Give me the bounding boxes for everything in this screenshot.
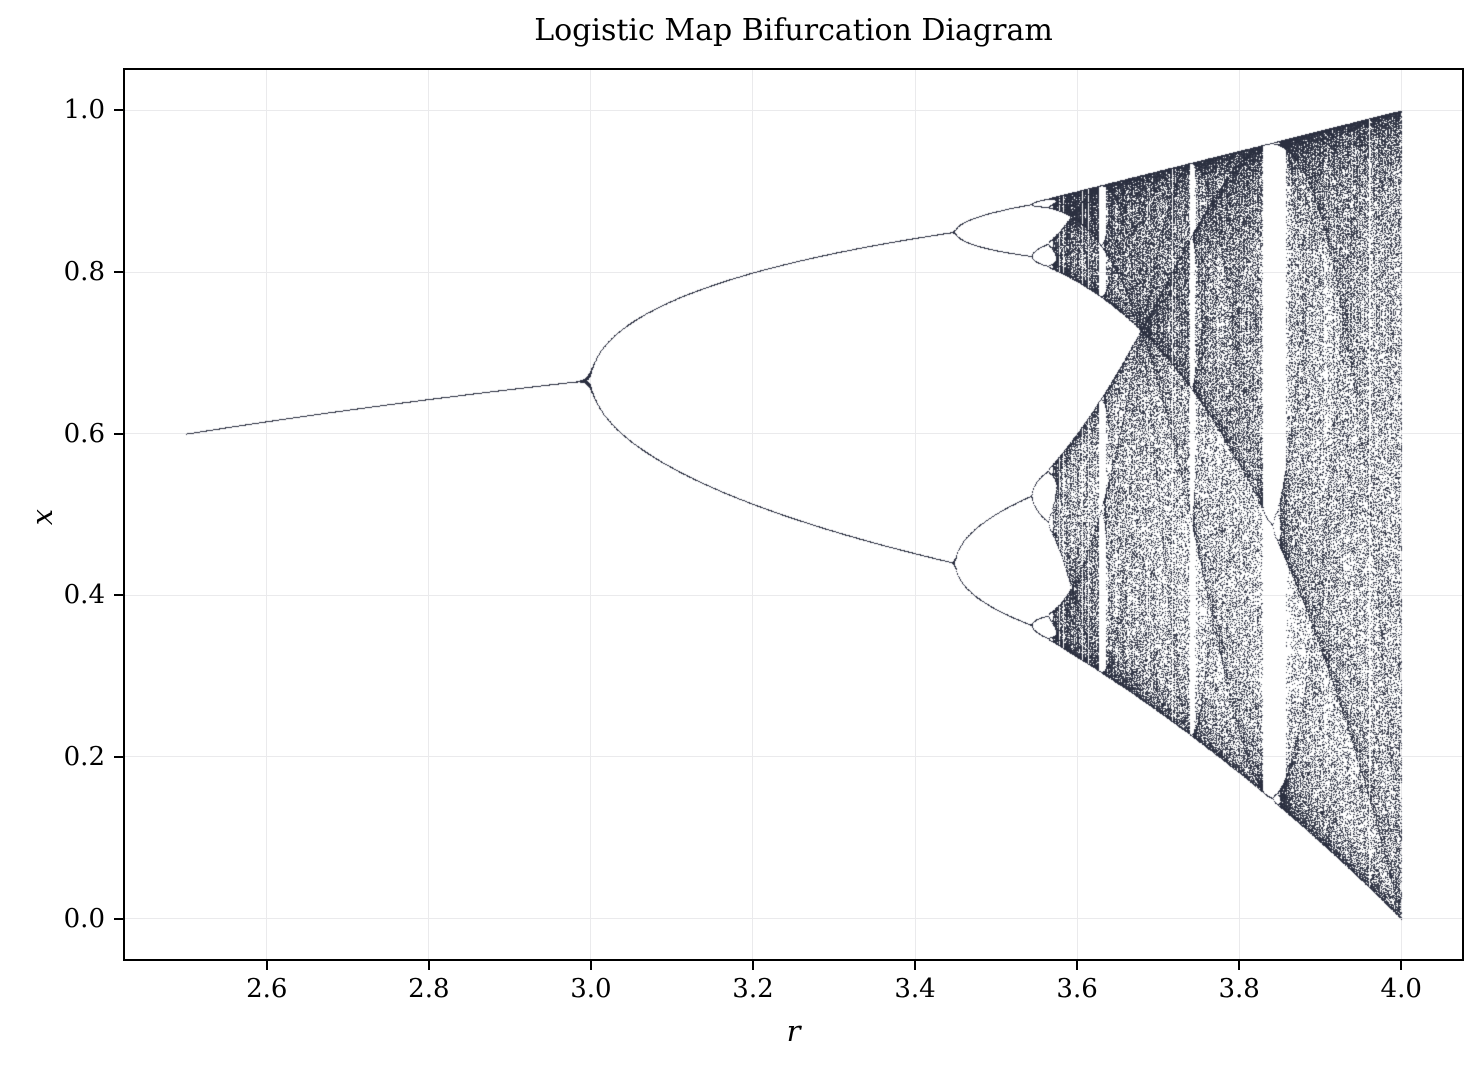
y-tick-label: 0.6 <box>63 418 105 449</box>
x-tick-label: 3.8 <box>1218 974 1260 1004</box>
x-tick-label: 2.8 <box>408 974 450 1004</box>
x-tick-mark <box>265 961 268 970</box>
x-tick-label: 3.6 <box>1056 974 1098 1004</box>
y-tick-label: 0.2 <box>63 741 105 772</box>
y-tick-label: 1.0 <box>63 95 105 126</box>
x-tick-label: 4.0 <box>1380 974 1422 1004</box>
x-tick-mark <box>1076 961 1079 970</box>
plot-area <box>123 68 1464 961</box>
x-tick-mark <box>427 961 430 970</box>
y-tick-label: 0.4 <box>63 580 105 611</box>
y-tick-label: 0.8 <box>63 257 105 288</box>
y-axis-label: x <box>25 508 59 526</box>
bifurcation-scatter-canvas <box>125 70 1462 959</box>
x-tick-mark <box>1238 961 1241 970</box>
y-tick-label: 0.0 <box>63 903 105 934</box>
chart-title: Logistic Map Bifurcation Diagram <box>534 13 1053 48</box>
x-tick-mark <box>589 961 592 970</box>
y-tick-mark <box>114 594 123 597</box>
y-tick-mark <box>114 917 123 920</box>
y-tick-mark <box>114 109 123 112</box>
y-tick-mark <box>114 432 123 435</box>
x-tick-label: 3.4 <box>894 974 936 1004</box>
y-tick-mark <box>114 755 123 758</box>
x-tick-mark <box>914 961 917 970</box>
x-tick-mark <box>751 961 754 970</box>
x-tick-label: 2.6 <box>246 974 288 1004</box>
x-axis-label: r <box>786 1014 801 1048</box>
x-tick-label: 3.0 <box>570 974 612 1004</box>
x-tick-mark <box>1400 961 1403 970</box>
y-tick-mark <box>114 271 123 274</box>
x-tick-label: 3.2 <box>732 974 774 1004</box>
